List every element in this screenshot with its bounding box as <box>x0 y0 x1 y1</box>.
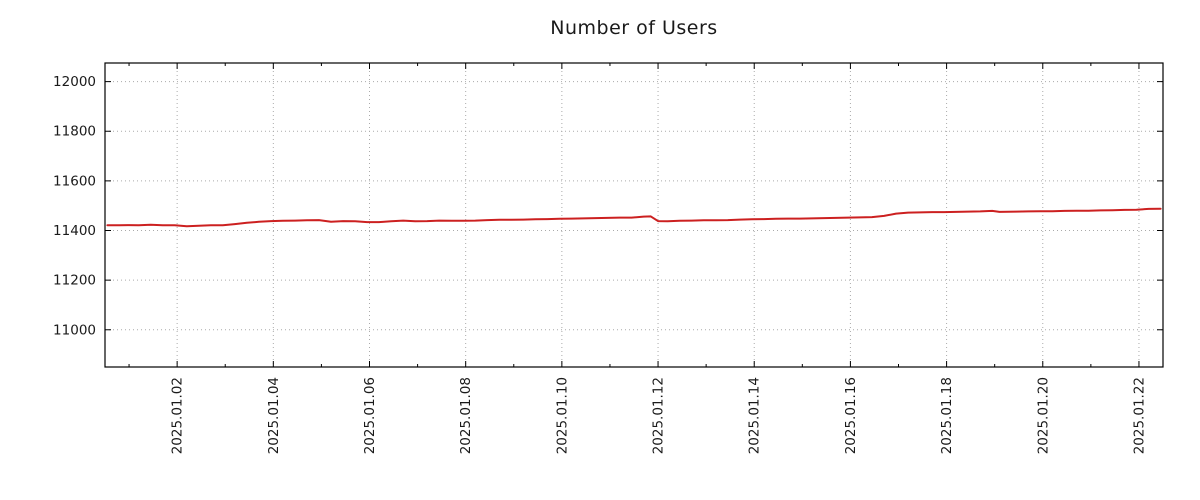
x-tick-label: 2025.01.16 <box>843 377 859 454</box>
x-tick-label: 2025.01.06 <box>362 377 378 454</box>
chart-title: Number of Users <box>550 17 718 39</box>
plot-border <box>104 62 1164 368</box>
x-tick-label: 2025.01.14 <box>747 377 763 454</box>
x-tick-label: 2025.01.02 <box>170 377 186 454</box>
y-tick-label: 11200 <box>53 273 96 289</box>
y-tick-label: 11400 <box>53 223 96 239</box>
x-tick-label: 2025.01.22 <box>1131 377 1147 454</box>
y-tick-label: 11000 <box>53 322 96 338</box>
x-tick-label: 2025.01.12 <box>651 377 667 454</box>
x-tick-label: 2025.01.08 <box>458 377 474 454</box>
x-tick-label: 2025.01.10 <box>554 377 570 454</box>
y-tick-label: 12000 <box>53 74 96 90</box>
x-tick-label: 2025.01.20 <box>1035 377 1051 454</box>
users-series-line <box>106 207 1162 228</box>
x-tick-label: 2025.01.18 <box>939 377 955 454</box>
x-tick-label: 2025.01.04 <box>266 377 282 454</box>
y-tick-label: 11800 <box>53 124 96 140</box>
y-tick-label: 11600 <box>53 173 96 189</box>
